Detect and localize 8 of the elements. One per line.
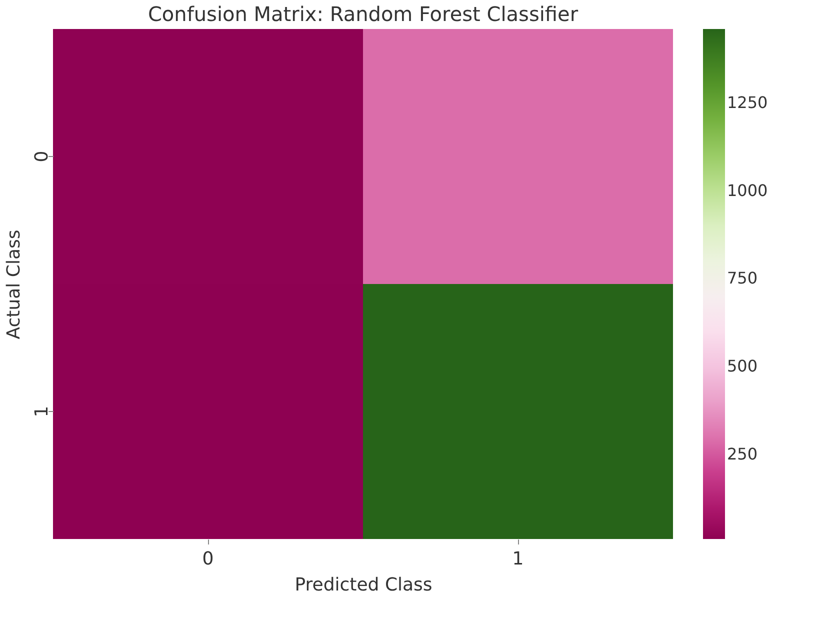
color-bar-label: 1250: [727, 92, 768, 112]
color-bar-label: 500: [727, 356, 758, 376]
color-bar-label: 250: [727, 444, 758, 464]
y-axis-title: Actual Class: [4, 230, 24, 340]
chart-title: Confusion Matrix: Random Forest Classifier: [148, 2, 579, 26]
x-axis-title: Predicted Class: [294, 574, 432, 596]
color-bar-label: 750: [727, 268, 758, 288]
color-bar-label: 1000: [727, 180, 768, 200]
